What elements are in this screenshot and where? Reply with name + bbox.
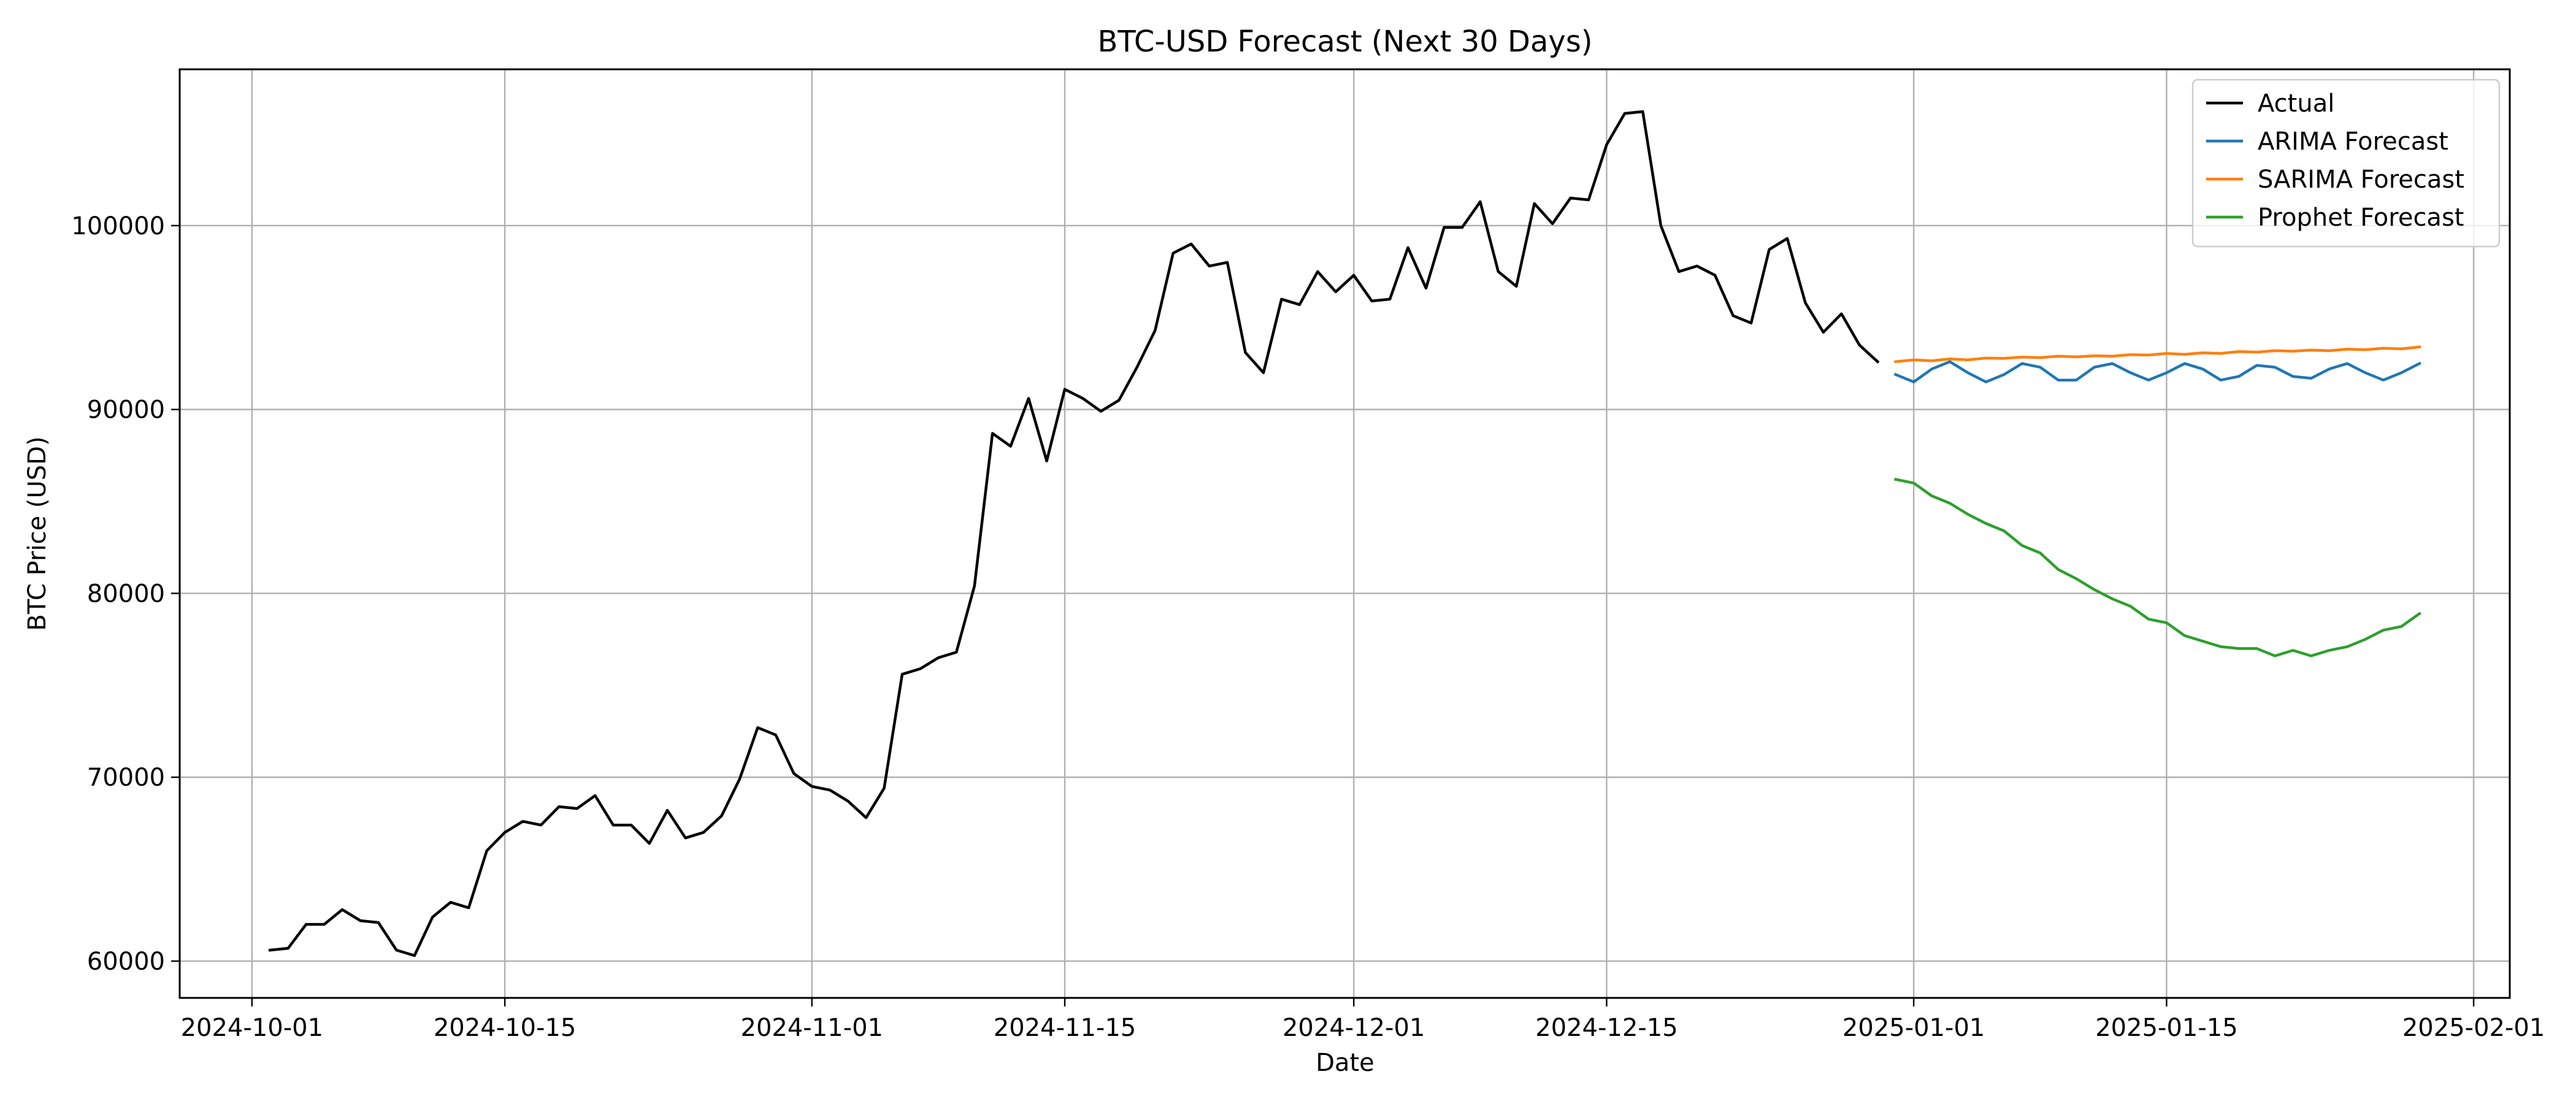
y-tick-label: 90000 (87, 396, 165, 424)
series-layer (268, 110, 2421, 957)
legend-label-sarima-forecast: SARIMA Forecast (2258, 166, 2464, 194)
y-tick-label: 100000 (71, 212, 165, 240)
y-tick-label: 60000 (87, 948, 165, 976)
y-axis-label: BTC Price (USD) (23, 436, 52, 631)
x-tick-label: 2025-01-01 (1842, 1014, 1985, 1042)
series-line-arima-forecast (1893, 360, 2421, 383)
x-tick-label: 2024-10-15 (434, 1014, 576, 1042)
legend-label-prophet-forecast: Prophet Forecast (2258, 204, 2464, 232)
series-line-actual (268, 110, 1880, 957)
x-tick-label: 2025-01-15 (2095, 1014, 2237, 1042)
y-tick-label: 70000 (87, 764, 165, 792)
x-axis-label: Date (1316, 1049, 1374, 1077)
y-axis: 60000 70000 80000 90000 100000 (71, 212, 180, 976)
chart-title: BTC-USD Forecast (Next 30 Days) (1097, 25, 1592, 59)
grid-lines (180, 69, 2510, 998)
series-line-sarima-forecast (1894, 345, 2421, 364)
x-tick-label: 2025-02-01 (2402, 1014, 2545, 1042)
legend-label-actual: Actual (2258, 90, 2334, 118)
x-tick-label: 2024-12-01 (1282, 1014, 1425, 1042)
series-line-prophet-forecast (1894, 477, 2421, 657)
plot-frame (178, 68, 2511, 999)
legend-label-arima-forecast: ARIMA Forecast (2258, 128, 2448, 156)
legend-box (2191, 79, 2501, 248)
x-axis: 2024-10-01 2024-10-15 2024-11-01 2024-11-15… (181, 998, 2545, 1042)
y-tick-label: 80000 (87, 580, 165, 608)
x-tick-label: 2024-12-15 (1535, 1014, 1677, 1042)
x-tick-label: 2024-10-01 (181, 1014, 323, 1042)
x-tick-label: 2024-11-01 (741, 1014, 883, 1042)
legend: Actual ARIMA Forecast SARIMA Forecast Proph… (2191, 79, 2501, 248)
x-tick-label: 2024-11-15 (994, 1014, 1136, 1042)
